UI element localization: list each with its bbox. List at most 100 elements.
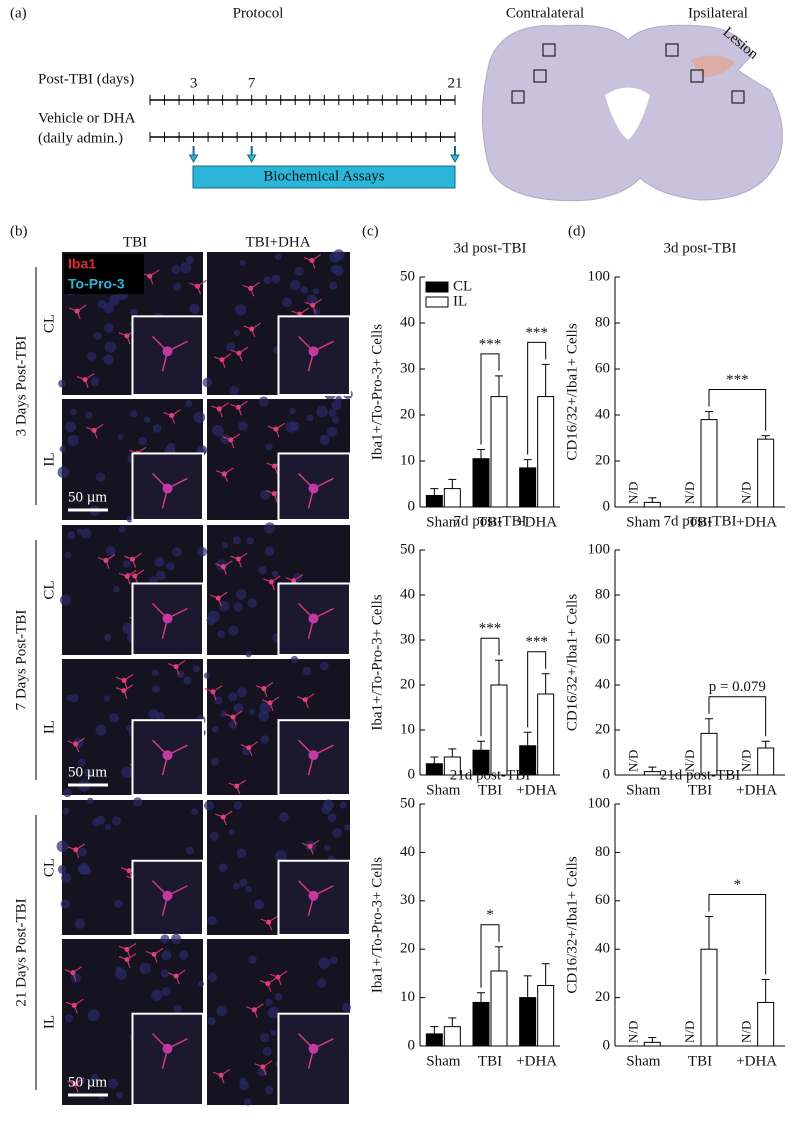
microglia-body	[124, 573, 130, 579]
microglia-body	[173, 973, 179, 979]
nucleus	[115, 968, 128, 980]
nucleus	[152, 424, 162, 433]
microglia-body	[72, 1081, 78, 1087]
nucleus	[84, 868, 92, 875]
nucleus	[76, 528, 83, 535]
microglia-body	[82, 377, 88, 383]
microglia-body	[221, 471, 227, 477]
roi	[731, 90, 745, 104]
nucleus	[61, 872, 72, 883]
microglia-body	[291, 578, 297, 584]
microglia-body	[220, 814, 226, 820]
nucleus	[186, 255, 195, 264]
nucleus	[339, 801, 347, 809]
nucleus	[207, 610, 220, 623]
nucleus	[289, 279, 301, 291]
bar	[700, 948, 718, 1047]
nucleus	[60, 899, 70, 909]
y-tick-label: 40	[595, 676, 610, 692]
nucleus	[264, 522, 276, 534]
nucleus	[294, 266, 304, 276]
significance-bracket	[708, 894, 767, 975]
nucleus	[258, 396, 269, 407]
significance-label: p = 0.079	[709, 679, 766, 695]
bar	[643, 501, 661, 508]
column-label: TBI	[123, 234, 147, 250]
microglia-body	[261, 686, 267, 692]
x-tick-label: TBI	[478, 782, 502, 798]
microglia-body	[124, 333, 130, 339]
nucleus	[104, 633, 112, 641]
nucleus	[160, 934, 170, 944]
nucleus	[63, 788, 72, 798]
x-tick-label: +DHA	[736, 782, 777, 798]
nucleus	[57, 466, 70, 479]
nucleus	[228, 692, 238, 702]
y-tick-label: 0	[603, 498, 611, 514]
nucleus	[318, 957, 331, 969]
region-label: CL	[41, 314, 57, 333]
bar	[757, 1001, 775, 1047]
nucleus	[239, 259, 246, 266]
nucleus	[151, 669, 159, 677]
x-tick-label: TBI	[688, 1053, 712, 1069]
x-tick-label: +DHA	[516, 514, 557, 530]
y-tick-label: 30	[400, 892, 415, 908]
nucleus	[152, 685, 160, 693]
bar	[643, 1041, 661, 1047]
microglia-body	[235, 404, 241, 410]
nucleus	[275, 850, 287, 863]
y-tick-label: 0	[408, 498, 416, 514]
x-tick-label: Sham	[426, 514, 461, 530]
inset-cell-body	[162, 483, 173, 494]
nucleus	[103, 302, 114, 314]
bar	[443, 488, 461, 508]
nucleus	[197, 546, 207, 557]
y-tick-label: 80	[595, 844, 610, 860]
region-label: IL	[41, 1015, 57, 1029]
nucleus	[282, 297, 292, 308]
nucleus	[233, 329, 241, 336]
nucleus	[170, 933, 182, 945]
y-tick-label: 40	[595, 406, 610, 422]
microglia-body	[273, 426, 279, 432]
y-tick-label: 40	[400, 844, 415, 860]
inset	[277, 719, 351, 797]
inset-cell-body	[308, 613, 319, 624]
microglia-body	[73, 741, 79, 747]
y-tick-label: 30	[400, 631, 415, 647]
nucleus	[264, 1085, 274, 1095]
microglia-body	[215, 595, 221, 601]
row-label: 7 Days Post-TBI	[13, 610, 29, 711]
legend-swatch	[425, 296, 449, 308]
microglia-body	[271, 463, 277, 469]
nucleus	[265, 998, 273, 1007]
bar	[757, 747, 775, 776]
significance-label: ***	[726, 372, 749, 388]
nucleus	[143, 416, 151, 423]
nucleus	[249, 708, 256, 715]
nucleus	[193, 411, 206, 424]
nucleus	[87, 351, 97, 361]
nucleus	[233, 800, 243, 810]
panel-label: (a)	[10, 5, 27, 21]
y-tick-label: 30	[400, 360, 415, 376]
nucleus	[316, 405, 328, 418]
roi-boxes	[511, 43, 745, 104]
y-axis-label: CD16/32+/Iba1+ Cells	[564, 856, 580, 993]
bar	[537, 693, 555, 776]
x-tick-label: Sham	[626, 1053, 661, 1069]
bar	[425, 495, 443, 508]
inset	[131, 1012, 204, 1107]
row-label: 3 Days Post-TBI	[13, 336, 29, 437]
nucleus	[154, 556, 165, 568]
nucleus	[232, 536, 241, 545]
microglia-body	[216, 406, 222, 412]
nucleus	[78, 847, 88, 857]
nucleus	[212, 424, 224, 437]
y-tick-label: 20	[400, 676, 415, 692]
value-label: N/D	[682, 482, 697, 504]
nucleus	[192, 665, 201, 673]
microglia-body	[309, 257, 315, 263]
nucleus	[274, 253, 282, 261]
